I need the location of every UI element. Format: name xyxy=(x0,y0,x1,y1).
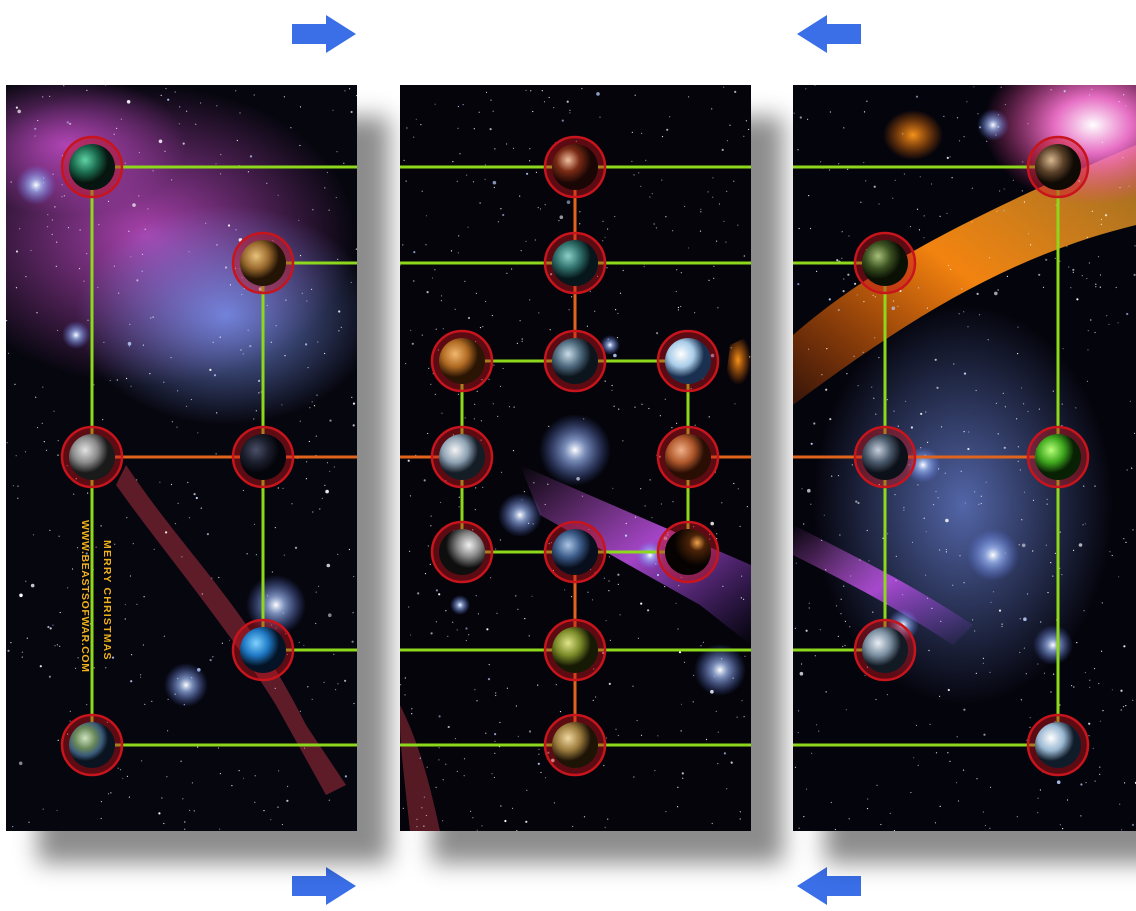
ice-planet[interactable] xyxy=(656,329,720,393)
banded-gas-planet[interactable] xyxy=(543,135,607,199)
middle-board-panel xyxy=(400,85,751,831)
left-arrow-icon xyxy=(797,867,861,905)
pale-ice-planet[interactable] xyxy=(1026,713,1090,777)
ocean-planet[interactable] xyxy=(231,618,295,682)
eclipsed-planet[interactable] xyxy=(656,520,720,584)
credit-site: WWW.BEASTSOFWAR.COM xyxy=(79,520,91,673)
right-board-panel xyxy=(793,85,1136,831)
arrow-top-right[interactable] xyxy=(793,14,863,54)
cratered-moon[interactable] xyxy=(430,520,494,584)
right-board xyxy=(793,135,1090,777)
arrow-bottom-left[interactable] xyxy=(290,866,360,906)
dark-planet[interactable] xyxy=(231,425,295,489)
arrow-top-left[interactable] xyxy=(290,14,360,54)
cloudy-planet[interactable] xyxy=(430,425,494,489)
steel-blue-planet[interactable] xyxy=(543,520,607,584)
forest-planet[interactable] xyxy=(853,231,917,295)
starfield xyxy=(6,85,357,830)
credit-greeting: MERRY CHRISTMAS xyxy=(101,540,113,661)
orange-rocky-planet[interactable] xyxy=(430,329,494,393)
olive-planet[interactable] xyxy=(543,618,607,682)
left-board xyxy=(60,135,357,777)
mars-like-planet[interactable] xyxy=(656,425,720,489)
arrow-bottom-right[interactable] xyxy=(793,866,863,906)
blue-grey-planet[interactable] xyxy=(543,329,607,393)
middle-board xyxy=(400,135,751,777)
grey-moon[interactable] xyxy=(60,425,124,489)
earth-like-planet[interactable] xyxy=(60,713,124,777)
left-board-panel xyxy=(6,85,357,831)
sand-planet[interactable] xyxy=(543,713,607,777)
frozen-rock-planet[interactable] xyxy=(853,618,917,682)
teal-planet[interactable] xyxy=(543,231,607,295)
right-arrow-icon xyxy=(292,15,356,53)
right-arrow-icon xyxy=(292,867,356,905)
emerald-planet[interactable] xyxy=(60,135,124,199)
left-arrow-icon xyxy=(797,15,861,53)
toxic-green-planet[interactable] xyxy=(1026,425,1090,489)
desert-planet[interactable] xyxy=(231,231,295,295)
storm-planet[interactable] xyxy=(853,425,917,489)
bronze-planet[interactable] xyxy=(1026,135,1090,199)
credits: WWW.BEASTSOFWAR.COM MERRY CHRISTMAS xyxy=(79,520,113,673)
